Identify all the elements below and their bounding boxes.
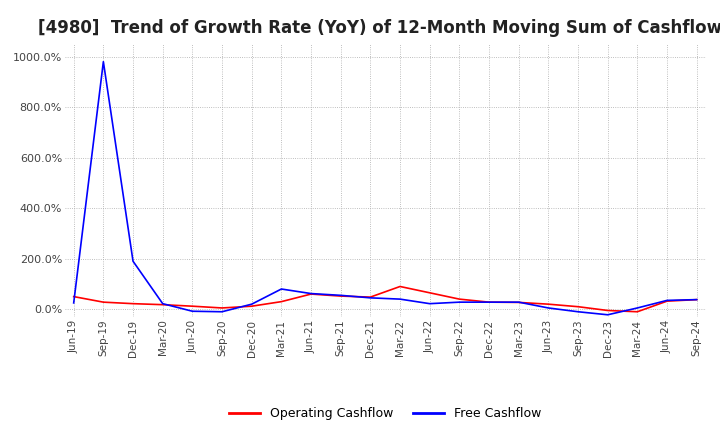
Operating Cashflow bbox=[336, 293, 345, 299]
Operating Cashflow bbox=[426, 290, 434, 295]
Operating Cashflow bbox=[693, 297, 701, 302]
Free Cashflow bbox=[396, 297, 405, 302]
Free Cashflow bbox=[366, 295, 374, 301]
Operating Cashflow bbox=[277, 299, 286, 304]
Operating Cashflow bbox=[248, 304, 256, 309]
Free Cashflow bbox=[662, 298, 671, 303]
Free Cashflow bbox=[455, 300, 464, 305]
Free Cashflow bbox=[129, 259, 138, 264]
Operating Cashflow bbox=[366, 294, 374, 300]
Free Cashflow bbox=[69, 300, 78, 305]
Free Cashflow bbox=[633, 305, 642, 311]
Operating Cashflow bbox=[69, 294, 78, 299]
Operating Cashflow bbox=[129, 301, 138, 306]
Free Cashflow bbox=[693, 297, 701, 302]
Operating Cashflow bbox=[217, 305, 226, 311]
Line: Operating Cashflow: Operating Cashflow bbox=[73, 286, 697, 312]
Operating Cashflow bbox=[544, 301, 553, 307]
Operating Cashflow bbox=[188, 304, 197, 309]
Operating Cashflow bbox=[455, 297, 464, 302]
Free Cashflow bbox=[574, 309, 582, 315]
Free Cashflow bbox=[188, 308, 197, 314]
Free Cashflow bbox=[248, 301, 256, 307]
Operating Cashflow bbox=[485, 300, 493, 305]
Free Cashflow bbox=[514, 300, 523, 305]
Free Cashflow bbox=[99, 59, 108, 64]
Operating Cashflow bbox=[514, 300, 523, 305]
Title: [4980]  Trend of Growth Rate (YoY) of 12-Month Moving Sum of Cashflows: [4980] Trend of Growth Rate (YoY) of 12-… bbox=[38, 19, 720, 37]
Operating Cashflow bbox=[633, 309, 642, 315]
Operating Cashflow bbox=[396, 284, 405, 289]
Free Cashflow bbox=[277, 286, 286, 292]
Free Cashflow bbox=[336, 293, 345, 298]
Line: Free Cashflow: Free Cashflow bbox=[73, 62, 697, 315]
Operating Cashflow bbox=[158, 302, 167, 307]
Operating Cashflow bbox=[603, 308, 612, 313]
Free Cashflow bbox=[485, 300, 493, 305]
Operating Cashflow bbox=[99, 300, 108, 305]
Operating Cashflow bbox=[574, 304, 582, 309]
Free Cashflow bbox=[158, 301, 167, 306]
Operating Cashflow bbox=[662, 298, 671, 304]
Free Cashflow bbox=[603, 312, 612, 317]
Operating Cashflow bbox=[307, 291, 315, 297]
Free Cashflow bbox=[217, 309, 226, 315]
Free Cashflow bbox=[544, 305, 553, 311]
Free Cashflow bbox=[307, 291, 315, 296]
Legend: Operating Cashflow, Free Cashflow: Operating Cashflow, Free Cashflow bbox=[224, 402, 546, 425]
Free Cashflow bbox=[426, 301, 434, 306]
